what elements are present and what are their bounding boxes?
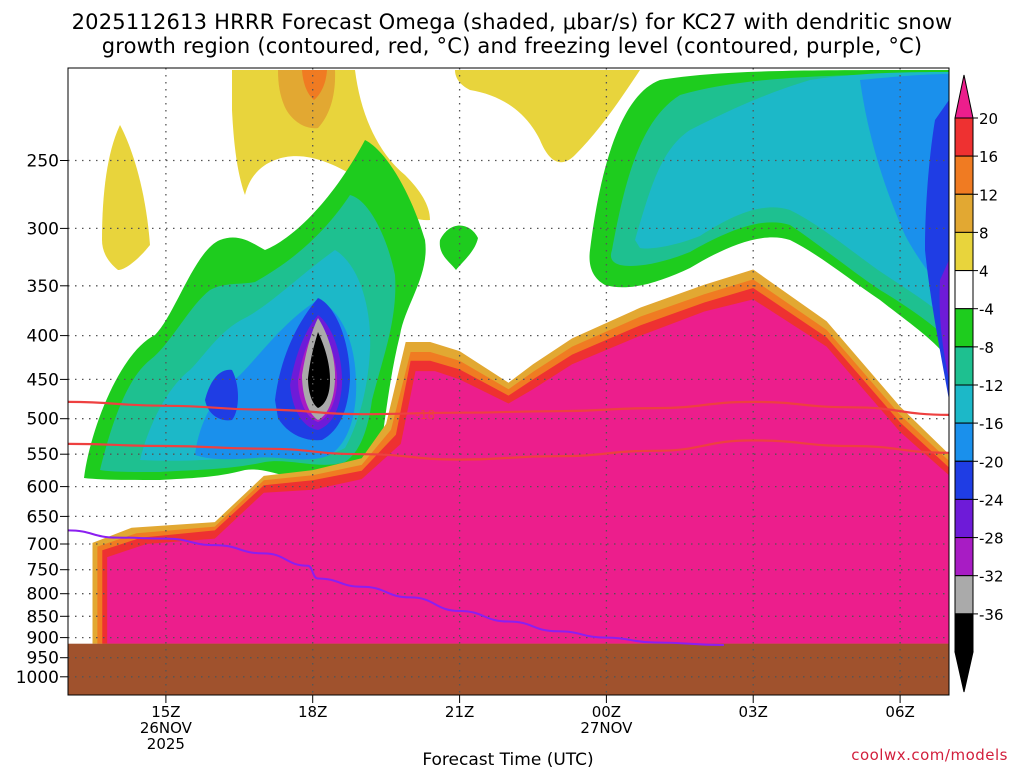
x-tick-label-00Z: 00Z (592, 703, 621, 721)
colorbar-swatch-9 (954, 422, 974, 462)
colorbar-label-3: 8 (979, 224, 989, 242)
colorbar-label-10: -24 (979, 491, 1004, 509)
y-tick-label-800: 800 (27, 585, 59, 605)
colorbar-swatch-2 (954, 155, 974, 195)
shade-lift-green-blob (439, 225, 478, 270)
x-tick-label-18Z: 18Z (298, 703, 327, 721)
colorbar-label-7: -12 (979, 377, 1004, 395)
colorbar-swatch-13 (954, 575, 974, 615)
y-tick-label-850: 850 (27, 607, 59, 627)
plot-frame (67, 67, 950, 696)
x-date-label-26NOV: 26NOV (140, 719, 193, 737)
colorbar-label-11: -28 (979, 530, 1004, 548)
terrain-below-ground (68, 643, 949, 695)
y-tick-label-400: 400 (27, 327, 59, 347)
shade-sink-orange (302, 70, 327, 100)
colorbar-label-12: -32 (979, 568, 1004, 586)
colorbar-swatch-11 (954, 498, 974, 538)
x-tick-label-06Z: 06Z (885, 703, 914, 721)
credit-text: coolwx.com/models (851, 746, 1008, 764)
y-tick-label-500: 500 (27, 410, 59, 430)
colorbar-swatch-6 (954, 308, 974, 348)
colorbar-label-13: -36 (979, 606, 1004, 624)
colorbar-label-5: -4 (979, 301, 994, 319)
y-tick-label-300: 300 (27, 219, 59, 239)
colorbar-swatch-5 (954, 270, 974, 310)
colorbar-swatch-8 (954, 384, 974, 424)
shade-plume-black (308, 332, 330, 408)
colorbar-swatch-1 (954, 117, 974, 157)
colorbar-label-6: -8 (979, 339, 994, 357)
y-tick-label-1000: 1000 (16, 668, 59, 688)
dgz-contour-m18 (68, 439, 949, 461)
chart-title-line-2: growth region (contoured, red, °C) and f… (101, 34, 923, 58)
y-tick-label-550: 550 (27, 445, 59, 465)
contour-label: -18 (416, 408, 436, 422)
dgz-contour-m12 (68, 400, 949, 416)
shade-sink-20 (107, 299, 949, 644)
y-tick-label-900: 900 (27, 629, 59, 649)
dendritic-growth-contours (68, 400, 949, 461)
colorbar-label-9: -20 (979, 453, 1004, 471)
y-tick-label-650: 650 (27, 507, 59, 527)
colorbar-swatch-7 (954, 346, 974, 386)
colorbar-label-2: 12 (979, 186, 998, 204)
freezing-level-contour (68, 529, 724, 646)
colorbar-swatch-4 (954, 231, 974, 271)
y-tick-label-700: 700 (27, 535, 59, 555)
shade-sink-yellow-top (455, 70, 640, 163)
colorbar-label-8: -16 (979, 415, 1004, 433)
colorbar-swatch-12 (954, 537, 974, 577)
colorbar-bottom-arrow (954, 651, 974, 693)
contour-labels: -18 (416, 408, 436, 422)
y-tick-label-950: 950 (27, 649, 59, 669)
colorbar-label-0: 20 (979, 110, 998, 128)
upper-lift-region (439, 70, 949, 400)
colorbar-label-1: 16 (979, 148, 998, 166)
x-tick-label-03Z: 03Z (739, 703, 768, 721)
colorbar: 20 16 12 8 4 -4 -8 -12 -16 -20 -24 -28 -32 -36 (954, 74, 1004, 693)
y-axis: 2503003504004505005506006507007508008509… (16, 152, 68, 688)
shade-sink-yellow-left (102, 125, 150, 270)
x-tick-label-21Z: 21Z (445, 703, 474, 721)
x-tick-label-15Z: 15Z (151, 703, 180, 721)
colorbar-swatch-3 (954, 193, 974, 233)
x-date-label-27NOV: 27NOV (580, 719, 633, 737)
mid-lift-plume (84, 140, 426, 483)
shade-lift-purple (939, 260, 949, 380)
plot-area: -18 (68, 68, 949, 695)
colorbar-swatch-14 (954, 613, 974, 653)
colorbar-top-arrow (954, 74, 974, 119)
y-tick-label-350: 350 (27, 277, 59, 297)
chart-title-line-1: 2025112613 HRRR Forecast Omega (shaded, … (71, 10, 953, 34)
y-tick-label-250: 250 (27, 152, 59, 172)
colorbar-label-4: 4 (979, 263, 989, 281)
y-tick-label-600: 600 (27, 478, 59, 498)
y-tick-label-450: 450 (27, 370, 59, 390)
x-date-label-2025: 2025 (147, 735, 185, 753)
x-axis-title: Forecast Time (UTC) (422, 750, 593, 768)
colorbar-swatch-10 (954, 460, 974, 500)
y-tick-label-750: 750 (27, 561, 59, 581)
